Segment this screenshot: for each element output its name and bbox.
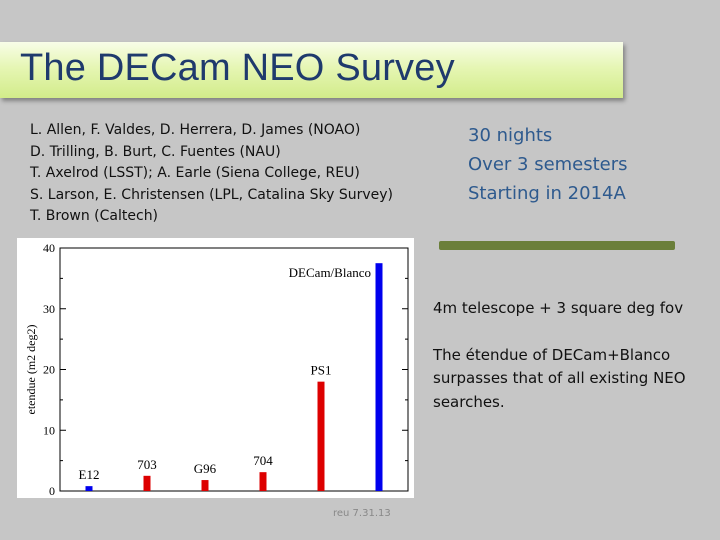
bar-703: [143, 475, 151, 491]
survey-start: Starting in 2014A: [468, 183, 626, 204]
survey-info: 30 nights Over 3 semesters Starting in 2…: [468, 121, 628, 208]
bar-e12: [85, 486, 93, 491]
plot-frame: [59, 247, 409, 492]
bar-label: DECam/Blanco: [289, 265, 371, 280]
y-tick-label: 30: [43, 302, 55, 316]
footer-note: reu 7.31.13: [333, 508, 391, 519]
y-tick-label: 20: [43, 363, 55, 377]
survey-nights: 30 nights: [468, 125, 553, 146]
y-tick-label: 40: [43, 241, 55, 255]
bar-label: E12: [79, 467, 100, 482]
facts-text: 4m telescope + 3 square deg fov The éten…: [433, 297, 715, 414]
bar-label: G96: [194, 461, 217, 476]
bar-704: [259, 472, 267, 491]
y-axis-label: etendue (m2 deg2): [24, 325, 38, 415]
bar-label: 703: [137, 457, 157, 472]
y-tick-label: 0: [49, 484, 55, 498]
bar-decam-blanco: [375, 263, 383, 491]
bar-ps1: [317, 381, 325, 491]
divider-bar: [439, 241, 675, 250]
author-line: T. Axelrod (LSST); A. Earle (Siena Colle…: [30, 165, 360, 181]
bar-g96: [201, 480, 209, 491]
author-line: S. Larson, E. Christensen (LPL, Catalina…: [30, 186, 393, 203]
bar-label: PS1: [311, 363, 332, 378]
title-bar: The DECam NEO Survey: [0, 42, 623, 98]
author-list: L. Allen, F. Valdes, D. Herrera, D. Jame…: [30, 120, 393, 228]
bar-label: 704: [253, 453, 273, 468]
author-line: T. Brown (Caltech): [30, 208, 159, 224]
slide-title: The DECam NEO Survey: [20, 47, 455, 89]
etendue-fact: The étendue of DECam+Blanco surpasses th…: [433, 345, 686, 411]
author-line: L. Allen, F. Valdes, D. Herrera, D. Jame…: [30, 122, 361, 138]
chart-svg: 0 10 20 30 40 etendue (m2 deg2) E12 703 G96 704 PS…: [24, 241, 409, 498]
author-line: D. Trilling, B. Burt, C. Fuentes (NAU): [30, 143, 281, 160]
y-tick-label: 10: [43, 423, 55, 437]
survey-semesters: Over 3 semesters: [468, 154, 628, 175]
etendue-chart: 0 10 20 30 40 etendue (m2 deg2) E12 703 G96 704 PS…: [17, 238, 414, 498]
telescope-fact: 4m telescope + 3 square deg fov: [433, 299, 684, 317]
